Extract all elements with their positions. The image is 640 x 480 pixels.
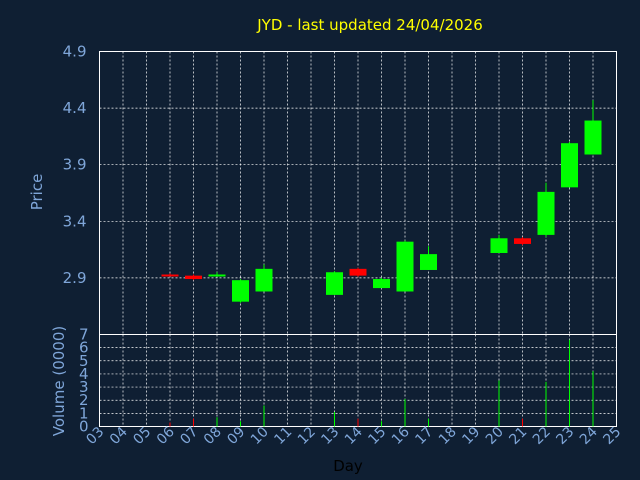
chart-title: JYD - last updated 24/04/2026 <box>256 16 483 34</box>
price-tick-label: 2.9 <box>63 269 87 287</box>
candle-body <box>185 275 202 280</box>
x-tick-label: 22 <box>530 424 554 448</box>
volume-axis-label: Volume (0000) <box>50 326 68 436</box>
x-tick-label: 14 <box>342 424 366 448</box>
x-tick-label: 18 <box>436 424 460 448</box>
volume-tick-label: 5 <box>79 352 89 370</box>
grid-lines <box>99 51 617 427</box>
candle-body <box>514 238 531 244</box>
candle-body <box>420 254 437 270</box>
x-tick-label: 13 <box>318 424 342 448</box>
volume-tick-label: 2 <box>79 391 89 409</box>
candle-body <box>208 274 226 277</box>
x-tick-label: 10 <box>248 424 272 448</box>
price-candles <box>161 100 602 303</box>
x-tick-label: 15 <box>365 424 389 448</box>
candle-body <box>584 120 602 155</box>
x-tick-label: 05 <box>130 424 154 448</box>
candle-body <box>255 268 273 292</box>
price-tick-label: 4.4 <box>63 99 87 117</box>
x-tick-label: 16 <box>389 424 413 448</box>
x-tick-label: 07 <box>177 424 201 448</box>
candle-body <box>326 272 343 295</box>
x-tick-label: 08 <box>201 424 225 448</box>
price-tick-label: 3.9 <box>63 156 87 174</box>
price-axis-label: Price <box>28 174 46 211</box>
candle-body <box>161 274 179 277</box>
x-tick-label: 20 <box>483 424 507 448</box>
candle-body <box>232 280 249 302</box>
volume-tick-label: 7 <box>79 326 89 344</box>
volume-tick-label: 1 <box>79 404 89 422</box>
candle-body <box>396 241 414 292</box>
x-tick-label: 19 <box>459 424 483 448</box>
price-tick-label: 3.4 <box>63 212 87 230</box>
volume-tick-label: 3 <box>79 378 89 396</box>
volume-tick-label: 0 <box>79 418 89 436</box>
candle-body <box>561 143 578 188</box>
candle-body <box>349 268 367 276</box>
x-tick-label: 11 <box>271 424 295 448</box>
x-tick-label: 06 <box>154 424 178 448</box>
x-tick-label: 09 <box>224 424 248 448</box>
volume-bars <box>169 339 594 427</box>
x-tick-label: 12 <box>295 424 319 448</box>
volume-tick-label: 6 <box>79 339 89 357</box>
x-tick-label: 24 <box>577 424 601 448</box>
x-tick-label: 21 <box>506 424 530 448</box>
candle-body <box>373 279 390 289</box>
x-tick-label: 23 <box>553 424 577 448</box>
volume-tick-label: 4 <box>79 365 89 383</box>
candle-body <box>490 238 508 253</box>
candle-body <box>537 191 555 235</box>
price-tick-label: 4.9 <box>63 43 87 61</box>
x-tick-label: 04 <box>107 424 131 448</box>
x-tick-label: 17 <box>412 424 436 448</box>
x-tick-label: 25 <box>600 424 624 448</box>
x-axis-label: Day <box>333 457 363 475</box>
